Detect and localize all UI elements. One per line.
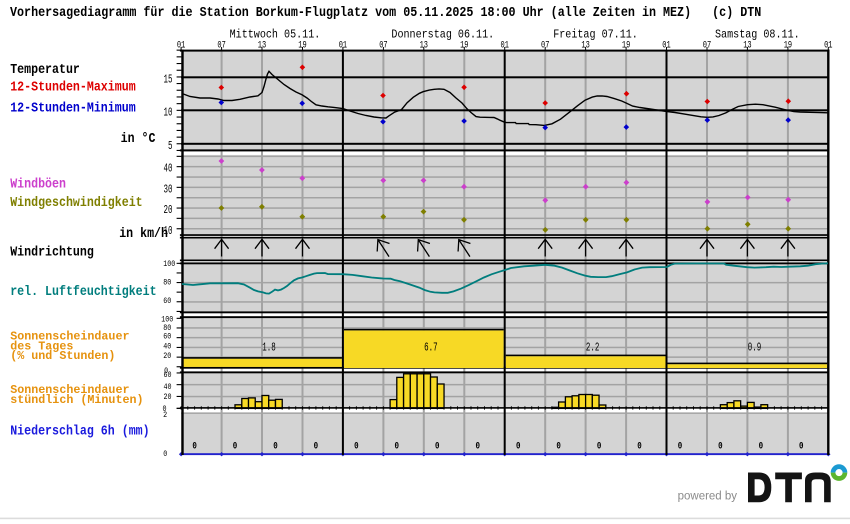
svg-text:19: 19 [622, 39, 630, 51]
svg-text:0: 0 [163, 451, 167, 460]
svg-text:19: 19 [298, 39, 306, 51]
svg-text:01: 01 [339, 39, 347, 51]
svg-text:60: 60 [163, 298, 171, 307]
svg-text:0: 0 [475, 441, 480, 452]
svg-text:80: 80 [163, 325, 171, 334]
svg-text:10: 10 [163, 107, 172, 120]
svg-text:0: 0 [192, 441, 197, 452]
svg-text:0: 0 [516, 441, 521, 452]
svg-text:Freitag 07.11.: Freitag 07.11. [553, 29, 638, 42]
svg-text:100: 100 [163, 261, 175, 270]
svg-text:12-Stunden-Maximum: 12-Stunden-Maximum [10, 79, 136, 95]
svg-text:20: 20 [163, 353, 171, 362]
svg-text:40: 40 [163, 383, 171, 392]
svg-text:0: 0 [354, 441, 359, 452]
svg-text:in °C: in °C [121, 130, 156, 146]
svg-text:30: 30 [163, 184, 172, 197]
svg-text:07: 07 [703, 39, 711, 51]
svg-text:Windböen: Windböen [10, 176, 66, 192]
svg-text:0: 0 [637, 441, 642, 452]
svg-text:12-Stunden-Minimum: 12-Stunden-Minimum [10, 100, 136, 116]
svg-text:0: 0 [162, 406, 166, 415]
svg-text:10: 10 [163, 225, 172, 238]
svg-text:Windgeschwindigkeit: Windgeschwindigkeit [10, 194, 142, 210]
svg-text:40: 40 [163, 163, 172, 176]
svg-text:60: 60 [163, 333, 171, 342]
svg-text:20: 20 [163, 205, 172, 218]
svg-text:19: 19 [784, 39, 792, 51]
svg-text:0: 0 [556, 441, 561, 452]
svg-text:Niederschlag 6h (mm): Niederschlag 6h (mm) [10, 423, 149, 439]
svg-text:01: 01 [662, 39, 670, 51]
svg-text:0: 0 [678, 441, 683, 452]
svg-text:0: 0 [718, 441, 723, 452]
svg-text:Sonnenscheindauer: Sonnenscheindauer [10, 329, 129, 343]
svg-text:0.9: 0.9 [748, 342, 762, 355]
svg-text:rel. Luftfeuchtigkeit: rel. Luftfeuchtigkeit [10, 283, 156, 299]
svg-text:Sonnenscheindauer: Sonnenscheindauer [10, 383, 129, 397]
svg-text:01: 01 [177, 39, 185, 51]
svg-text:stündlich (Minuten): stündlich (Minuten) [10, 393, 143, 407]
svg-text:13: 13 [258, 39, 266, 51]
svg-text:100: 100 [161, 316, 173, 325]
svg-text:13: 13 [743, 39, 751, 51]
svg-text:0: 0 [395, 441, 400, 452]
svg-text:15: 15 [163, 74, 172, 87]
svg-text:1.8: 1.8 [262, 342, 276, 355]
svg-text:01: 01 [824, 39, 832, 51]
svg-text:0: 0 [597, 441, 602, 452]
svg-text:Donnerstag 06.11.: Donnerstag 06.11. [391, 29, 494, 42]
svg-text:01: 01 [500, 39, 508, 51]
svg-text:0: 0 [799, 441, 804, 452]
svg-text:Vorhersagediagramm für die Sta: Vorhersagediagramm für die Station Borku… [10, 4, 761, 20]
svg-text:07: 07 [541, 39, 549, 51]
svg-text:powered by: powered by [678, 491, 738, 503]
svg-text:Windrichtung: Windrichtung [10, 243, 94, 259]
svg-text:2.2: 2.2 [586, 342, 600, 355]
svg-text:des Tages: des Tages [10, 339, 73, 353]
svg-text:in km/h: in km/h [119, 225, 168, 241]
svg-text:0: 0 [435, 441, 440, 452]
svg-text:Samstag 08.11.: Samstag 08.11. [715, 29, 800, 42]
svg-text:07: 07 [379, 39, 387, 51]
svg-text:20: 20 [163, 394, 171, 403]
svg-text:6.7: 6.7 [424, 342, 438, 355]
svg-text:13: 13 [420, 39, 428, 51]
svg-text:0: 0 [233, 441, 238, 452]
svg-text:5: 5 [168, 140, 173, 153]
svg-text:07: 07 [217, 39, 225, 51]
svg-text:13: 13 [581, 39, 589, 51]
svg-text:(% und Stunden): (% und Stunden) [10, 349, 115, 363]
svg-text:40: 40 [163, 343, 171, 352]
svg-text:Temperatur: Temperatur [10, 61, 80, 77]
svg-text:0: 0 [759, 441, 764, 452]
svg-text:0: 0 [273, 441, 278, 452]
svg-text:0: 0 [314, 441, 319, 452]
svg-text:0: 0 [164, 367, 168, 376]
svg-text:19: 19 [460, 39, 468, 51]
svg-text:Mittwoch 05.11.: Mittwoch 05.11. [230, 29, 321, 42]
svg-text:60: 60 [163, 372, 171, 381]
svg-text:80: 80 [163, 279, 171, 288]
svg-text:2: 2 [163, 412, 167, 421]
